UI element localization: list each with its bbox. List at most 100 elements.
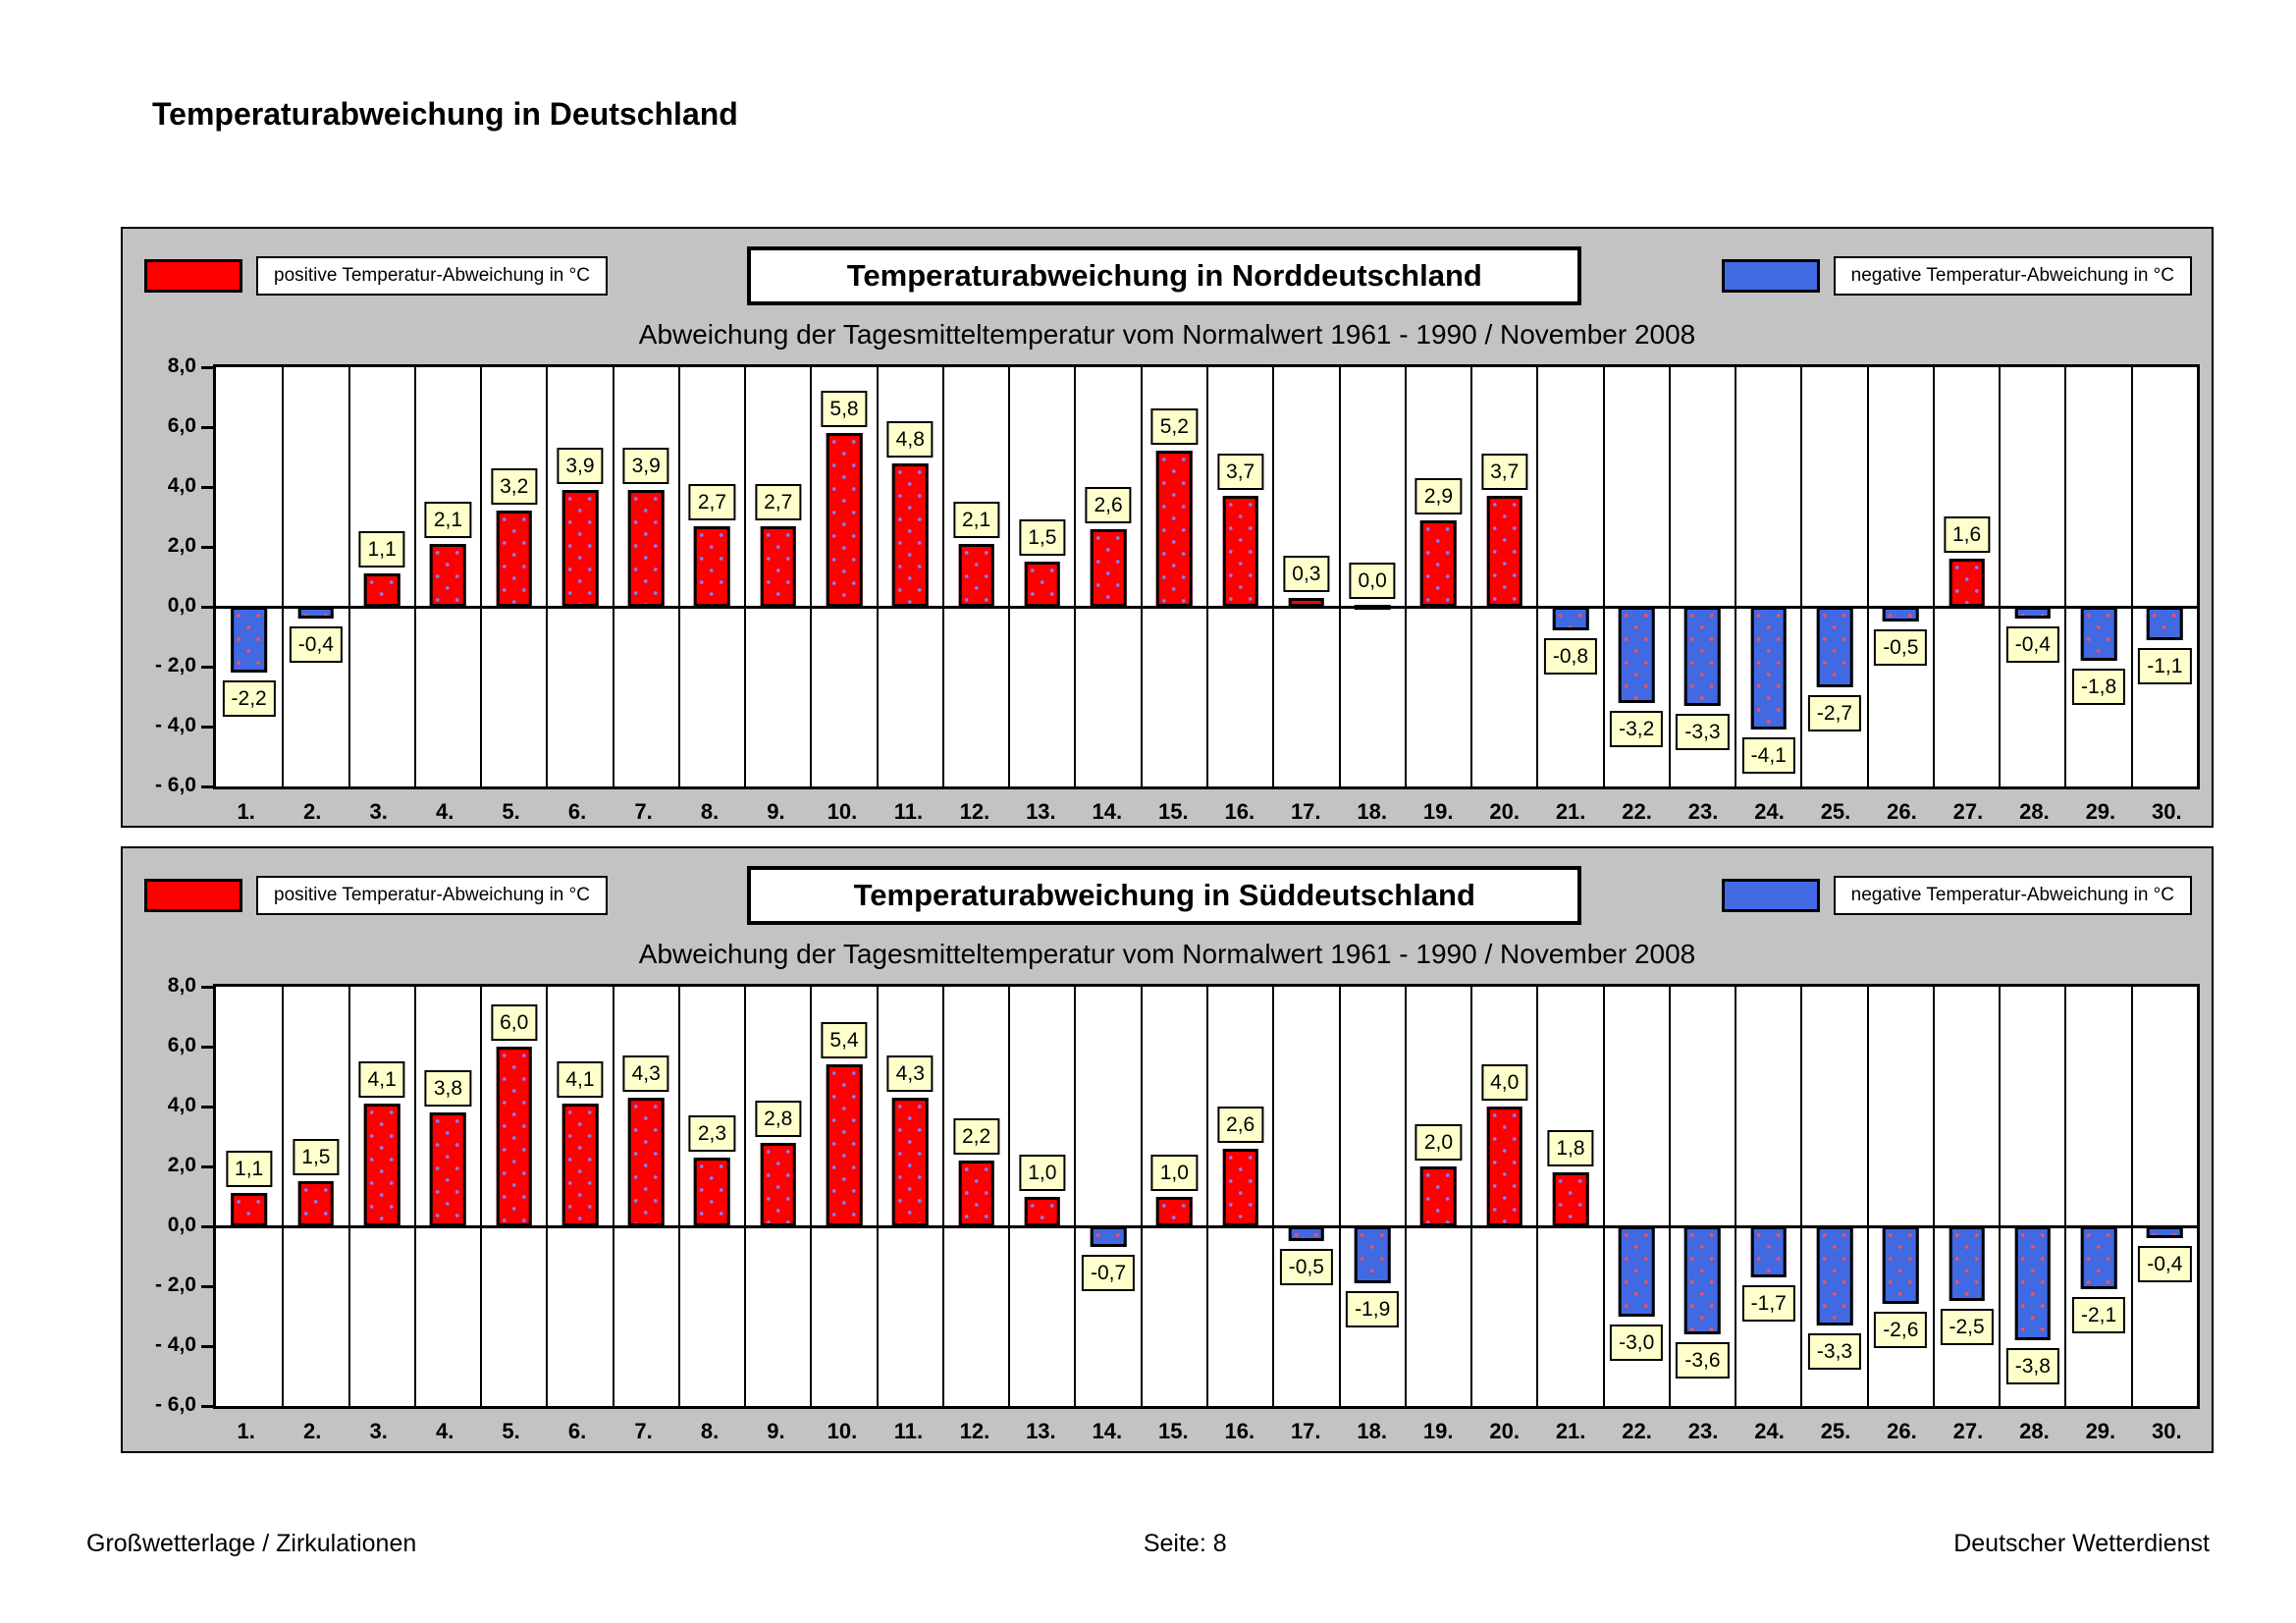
- x-axis-label: 15.: [1158, 1419, 1189, 1443]
- bar-day-2.: [297, 607, 335, 620]
- value-label: 2,3: [688, 1114, 736, 1152]
- y-axis-label: - 4,0: [154, 1333, 196, 1356]
- page-title: Temperaturabweichung in Deutschland: [152, 96, 738, 132]
- value-label: -2,7: [1807, 695, 1862, 732]
- bar-day-4.: [430, 543, 466, 607]
- y-axis-label: 0,0: [167, 594, 196, 617]
- day-column: -0,5: [1866, 367, 1933, 786]
- bar-day-19.: [1420, 519, 1457, 607]
- value-label: 0,0: [1349, 563, 1396, 599]
- day-column: 1,1: [216, 987, 282, 1406]
- x-axis-label: 7.: [634, 799, 653, 824]
- positive-color-swatch: [144, 259, 242, 293]
- bar-day-11.: [892, 462, 929, 607]
- bar-day-22.: [1618, 607, 1655, 703]
- y-axis-tick: [201, 1344, 213, 1348]
- day-column: -3,6: [1668, 987, 1735, 1406]
- chart-subtitle: Abweichung der Tagesmitteltemperatur vom…: [638, 319, 1696, 350]
- y-axis-tick: [201, 425, 213, 429]
- day-column: 2,1: [941, 367, 1008, 786]
- day-column: 2,3: [677, 987, 744, 1406]
- day-column: -1,9: [1338, 987, 1405, 1406]
- day-column: 2,0: [1404, 987, 1470, 1406]
- value-label: 1,6: [1943, 516, 1991, 554]
- negative-legend-label: negative Temperatur-Abweichung in °C: [1833, 256, 2192, 296]
- x-axis-label: 24.: [1754, 1419, 1785, 1443]
- bar-day-20.: [1486, 496, 1522, 607]
- bar-day-6.: [561, 1103, 599, 1226]
- x-axis-label: 8.: [700, 1419, 720, 1443]
- legend-positive: positive Temperatur-Abweichung in °C: [144, 256, 608, 296]
- bar-day-20.: [1486, 1107, 1522, 1226]
- bar-day-21.: [1552, 607, 1589, 631]
- value-label: 2,6: [1217, 1106, 1264, 1143]
- day-column: 2,7: [677, 367, 744, 786]
- day-column: -2,2: [216, 367, 282, 786]
- x-axis-label: 14.: [1092, 1419, 1123, 1443]
- bar-day-5.: [496, 511, 532, 607]
- day-column: -2,1: [2064, 987, 2130, 1406]
- positive-legend-label: positive Temperatur-Abweichung in °C: [256, 876, 608, 915]
- y-axis-tick: [201, 1164, 213, 1168]
- day-column: 2,6: [1206, 987, 1272, 1406]
- bar-day-4.: [430, 1112, 466, 1226]
- value-label: -1,7: [1741, 1284, 1795, 1322]
- day-column: -0,4: [2130, 987, 2197, 1406]
- bar-day-30.: [2147, 1226, 2183, 1239]
- day-column: 4,1: [347, 987, 414, 1406]
- day-column: -0,8: [1536, 367, 1602, 786]
- bar-day-16.: [1222, 496, 1258, 607]
- y-axis-label: 6,0: [167, 414, 196, 437]
- bar-day-10.: [826, 433, 863, 607]
- zero-axis-line: [216, 605, 2197, 609]
- y-axis-label: - 6,0: [154, 1393, 196, 1416]
- day-column: 5,8: [810, 367, 876, 786]
- value-label: -2,1: [2071, 1297, 2126, 1334]
- value-label: 1,1: [226, 1151, 273, 1188]
- bar-day-25.: [1816, 1226, 1853, 1325]
- day-column: -2,7: [1800, 367, 1866, 786]
- x-axis-label: 6.: [567, 799, 587, 824]
- value-label: 1,5: [1019, 519, 1066, 557]
- bar-day-6.: [561, 490, 599, 607]
- footer-right: Deutscher Wetterdienst: [1953, 1530, 2210, 1557]
- x-axis-label: 7.: [634, 1419, 653, 1443]
- day-column: 2,7: [744, 367, 810, 786]
- y-axis-label: 8,0: [167, 974, 196, 997]
- value-label: -3,8: [2005, 1347, 2059, 1384]
- panel-header: positive Temperatur-Abweichung in °C Tem…: [123, 229, 2212, 305]
- day-column: 2,2: [941, 987, 1008, 1406]
- x-axis-label: 11.: [893, 799, 924, 824]
- x-axis-label: 27.: [1952, 1419, 1984, 1443]
- value-label: 1,5: [293, 1139, 340, 1176]
- y-axis-tick: [201, 605, 213, 609]
- x-axis-label: 12.: [959, 799, 990, 824]
- negative-legend-label: negative Temperatur-Abweichung in °C: [1833, 876, 2192, 915]
- y-axis-label: 2,0: [167, 1154, 196, 1176]
- x-axis-label: 12.: [959, 1419, 990, 1443]
- x-axis-label: 6.: [567, 1419, 587, 1443]
- plot-area: 8,0 6,0 4,0 2,0 0,0 - 2,0 - 4,0 - 6,0 1,1 1,5 4,1 3…: [155, 974, 2200, 1416]
- value-label: 1,8: [1547, 1130, 1594, 1167]
- y-axis-label: - 6,0: [154, 774, 196, 796]
- positive-color-swatch: [144, 879, 242, 912]
- value-label: -0,5: [1279, 1249, 1333, 1286]
- day-column: -0,4: [282, 367, 347, 786]
- value-label: 3,2: [491, 468, 538, 506]
- day-column: -1,8: [2064, 367, 2130, 786]
- day-column: 2,8: [744, 987, 810, 1406]
- x-axis-label: 5.: [502, 799, 520, 824]
- x-axis-label: 13.: [1026, 799, 1056, 824]
- bar-day-18.: [1354, 1226, 1391, 1283]
- x-axis-label: 22.: [1622, 799, 1652, 824]
- value-label: 2,7: [688, 483, 736, 520]
- value-label: 4,1: [557, 1060, 604, 1098]
- y-axis-tick: [201, 665, 213, 669]
- bar-day-29.: [2080, 1226, 2117, 1290]
- day-column: 1,0: [1140, 987, 1206, 1406]
- bar-day-19.: [1420, 1166, 1457, 1226]
- chart-panel-sueddeutschland: positive Temperatur-Abweichung in °C Tem…: [121, 846, 2214, 1453]
- y-axis-label: 4,0: [167, 1094, 196, 1116]
- x-axis-label: 19.: [1422, 1419, 1454, 1443]
- legend-negative: negative Temperatur-Abweichung in °C: [1721, 876, 2192, 915]
